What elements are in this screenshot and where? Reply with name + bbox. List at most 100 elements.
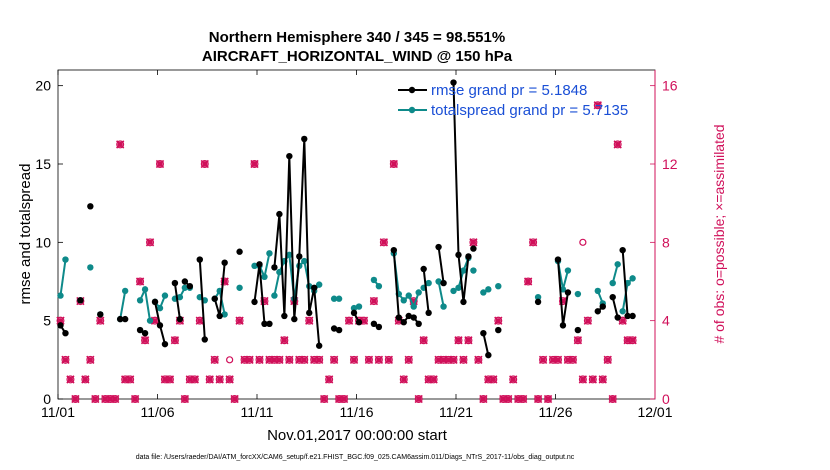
- obs-marker: [140, 336, 150, 345]
- obs-marker: [180, 394, 190, 404]
- rmse-point: [121, 315, 129, 323]
- obs-marker-fill: [470, 239, 477, 245]
- obs-marker-fill: [142, 337, 148, 343]
- obs-marker-fill: [157, 161, 163, 167]
- obs-marker: [494, 316, 503, 325]
- obs-marker: [414, 394, 423, 404]
- obs-marker: [399, 375, 408, 384]
- obs-possible-circle: [131, 395, 140, 404]
- rmse-point: [370, 320, 378, 327]
- obs-marker-fill: [361, 318, 367, 324]
- obs-marker: [538, 355, 548, 364]
- rmse-point: [355, 319, 363, 326]
- x-tick-label: 11/11: [241, 404, 274, 420]
- spread-point: [146, 317, 154, 324]
- obs-marker: [489, 375, 498, 384]
- obs-marker: [315, 355, 324, 364]
- obs-possible-circle: [539, 355, 548, 364]
- obs-marker-fill: [475, 357, 481, 363]
- obs-possible-circle: [71, 395, 80, 404]
- obs-marker: [479, 394, 488, 404]
- obs-possible-circle: [180, 395, 189, 404]
- obs-marker-fill: [286, 357, 292, 363]
- obs-marker-fill: [376, 357, 382, 363]
- obs-possible-circle: [126, 375, 135, 384]
- x-tick-label: 11/01: [41, 404, 75, 420]
- spread-line: [119, 290, 127, 320]
- obs-possible-circle: [205, 375, 214, 384]
- obs-marker-fill: [72, 396, 79, 402]
- obs-marker: [96, 316, 105, 325]
- obs-marker-fill: [127, 376, 133, 383]
- spread-point: [619, 308, 626, 315]
- obs-possible-circle: [489, 375, 498, 384]
- obs-marker: [459, 355, 468, 364]
- obs-marker-fill: [401, 376, 407, 383]
- obs-marker: [170, 336, 180, 345]
- obs-possible-circle: [449, 355, 458, 364]
- obs-possible-circle: [91, 395, 100, 404]
- y-tick-label: 0: [43, 391, 51, 407]
- obs-marker: [588, 375, 597, 384]
- obs-possible-circle: [544, 395, 553, 404]
- obs-possible-only-circle: [579, 238, 587, 246]
- rmse-point: [460, 298, 467, 306]
- obs-possible-circle: [305, 316, 314, 325]
- rmse-point: [251, 298, 258, 306]
- legend-rmse-marker: [408, 86, 416, 94]
- obs-marker: [374, 355, 384, 364]
- rmse-point: [554, 256, 562, 263]
- spread-point: [301, 257, 308, 265]
- spread-point: [400, 297, 407, 304]
- rmse-point: [435, 243, 442, 251]
- spread-point: [286, 251, 293, 259]
- obs-marker-fill: [416, 396, 422, 402]
- rmse-point: [261, 320, 268, 327]
- rmse-point: [375, 323, 383, 331]
- obs-marker-fill: [137, 278, 143, 285]
- rmse-point: [614, 314, 621, 321]
- obs-possible-circle: [81, 375, 90, 384]
- obs-marker: [454, 336, 463, 345]
- spread-point: [485, 286, 492, 293]
- obs-marker: [130, 394, 140, 404]
- obs-possible-circle: [210, 355, 219, 364]
- obs-possible-circle: [578, 375, 587, 384]
- obs-marker-fill: [570, 357, 576, 363]
- spread-point: [350, 304, 358, 312]
- obs-marker-fill: [371, 298, 377, 304]
- obs-marker-fill: [87, 357, 93, 363]
- obs-marker-fill: [366, 357, 372, 363]
- obs-marker: [603, 355, 612, 364]
- obs-marker: [275, 355, 284, 364]
- obs-marker: [339, 394, 349, 404]
- rmse-point: [141, 330, 149, 337]
- obs-marker: [195, 316, 204, 325]
- spread-point: [261, 273, 268, 280]
- spread-point: [574, 290, 582, 298]
- obs-marker-fill: [316, 357, 322, 363]
- obs-marker: [578, 375, 588, 384]
- rmse-point: [271, 264, 278, 271]
- obs-marker-fill: [217, 376, 223, 383]
- spread-point: [564, 267, 572, 274]
- obs-marker: [205, 375, 214, 384]
- spread-point: [460, 267, 467, 274]
- obs-marker-fill: [600, 376, 606, 383]
- obs-possible-circle: [379, 238, 388, 247]
- obs-marker: [255, 355, 264, 364]
- obs-possible-circle: [479, 395, 488, 404]
- rmse-point: [311, 284, 318, 291]
- spread-point: [57, 292, 64, 299]
- legend-rmse-label: rmse grand pr = 5.1848: [431, 82, 587, 99]
- y2-axis-label: # of obs: o=possible; ×=assimilated: [711, 124, 727, 343]
- spread-point: [236, 284, 243, 291]
- obs-marker-fill: [182, 396, 188, 402]
- obs-marker-fill: [341, 396, 347, 402]
- obs-marker-fill: [615, 141, 621, 148]
- x-tick-label: 11/16: [340, 404, 374, 420]
- spread-point: [181, 284, 189, 291]
- obs-marker-fill: [112, 396, 118, 402]
- obs-possible-circle: [628, 336, 637, 345]
- obs-marker-fill: [585, 318, 591, 324]
